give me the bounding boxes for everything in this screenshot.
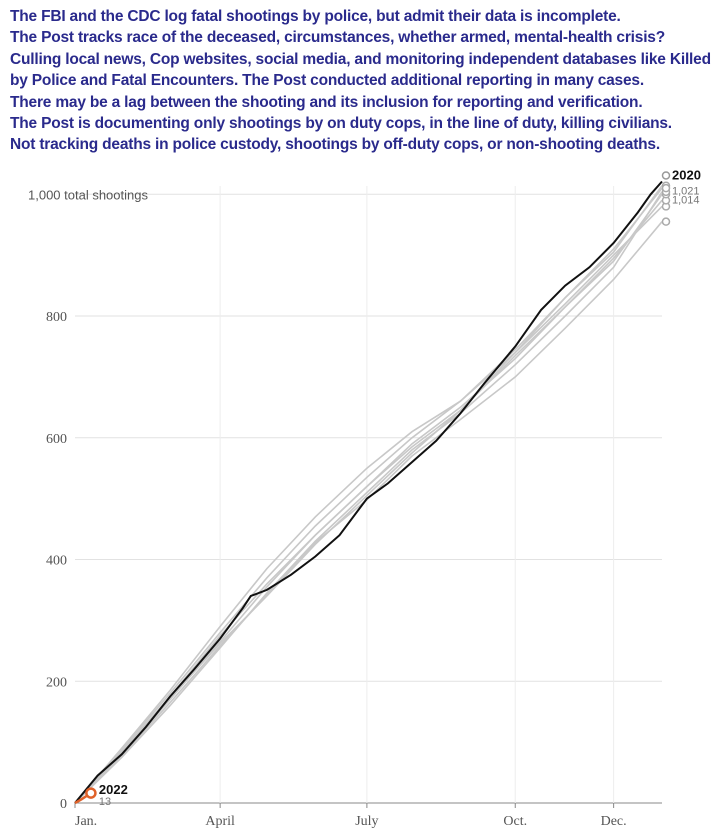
end-value-label: 1,021 <box>672 185 700 197</box>
x-tick-label: Oct. <box>503 814 527 829</box>
current-year-value: 13 <box>99 796 111 808</box>
note-line: The FBI and the CDC log fatal shootings … <box>10 8 621 25</box>
y-tick-label: 400 <box>46 554 67 569</box>
other-year-line <box>74 221 663 804</box>
x-tick-label: Jan. <box>75 814 97 829</box>
other-year-line <box>74 187 663 804</box>
x-tick-label: Dec. <box>601 814 627 829</box>
note-line: There may be a lag between the shooting … <box>10 93 643 111</box>
note-line: Not tracking deaths in police custody, s… <box>10 136 660 154</box>
current-year-marker <box>85 787 97 799</box>
notes-block: The FBI and the CDC log fatal shootings … <box>10 6 715 156</box>
note-line: The Post is documenting only shootings b… <box>10 115 672 133</box>
current-year-label: 2022 <box>99 782 128 797</box>
note-line: The Post tracks race of the deceased, ci… <box>10 29 665 47</box>
year-end-marker <box>661 217 671 226</box>
year-end-marker <box>661 183 671 193</box>
y-tick-label: 0 <box>60 797 67 812</box>
other-year-line <box>74 205 663 804</box>
note-line: Culling local news, Cop websites, social… <box>10 50 711 90</box>
highlight-end-marker <box>661 171 671 180</box>
y-tick-label: 1,000 total shootings <box>28 187 148 202</box>
x-tick-label: April <box>205 814 235 829</box>
highlight-year-label: 2020 <box>672 167 701 182</box>
other-year-line <box>74 191 663 804</box>
current-year-line <box>74 794 89 805</box>
y-tick-label: 600 <box>46 432 67 447</box>
end-value-label: 1,014 <box>672 194 700 206</box>
x-tick-label: July <box>355 814 378 829</box>
y-tick-label: 800 <box>46 310 67 325</box>
y-tick-label: 200 <box>46 675 67 690</box>
highlight-year-line <box>74 180 663 804</box>
